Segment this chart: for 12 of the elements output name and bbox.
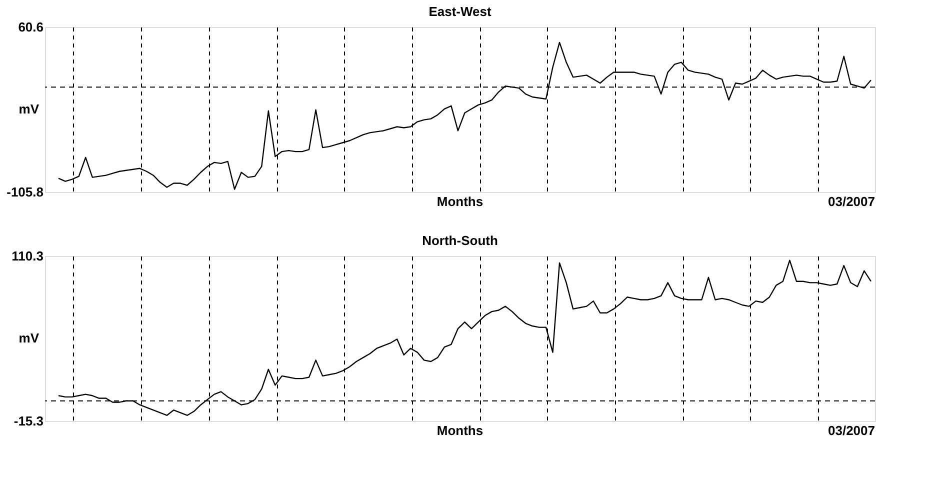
chart-title: East-West bbox=[428, 4, 492, 19]
y-tick-label: 60.6 bbox=[18, 20, 44, 34]
text: 03/2007 bbox=[828, 194, 875, 209]
chart-title: North-South bbox=[422, 233, 498, 248]
text: 03/2007 bbox=[828, 423, 875, 438]
y-axis-title: mV bbox=[18, 102, 40, 116]
x-axis-title: Months bbox=[436, 423, 484, 438]
y-tick-label: 110.3 bbox=[12, 248, 44, 264]
x-axis-title: Months bbox=[436, 194, 484, 209]
y-tick-label: -105.8 bbox=[6, 184, 44, 200]
y-axis-title: mV bbox=[18, 330, 40, 346]
y-tick-label: -15.3 bbox=[14, 414, 44, 428]
